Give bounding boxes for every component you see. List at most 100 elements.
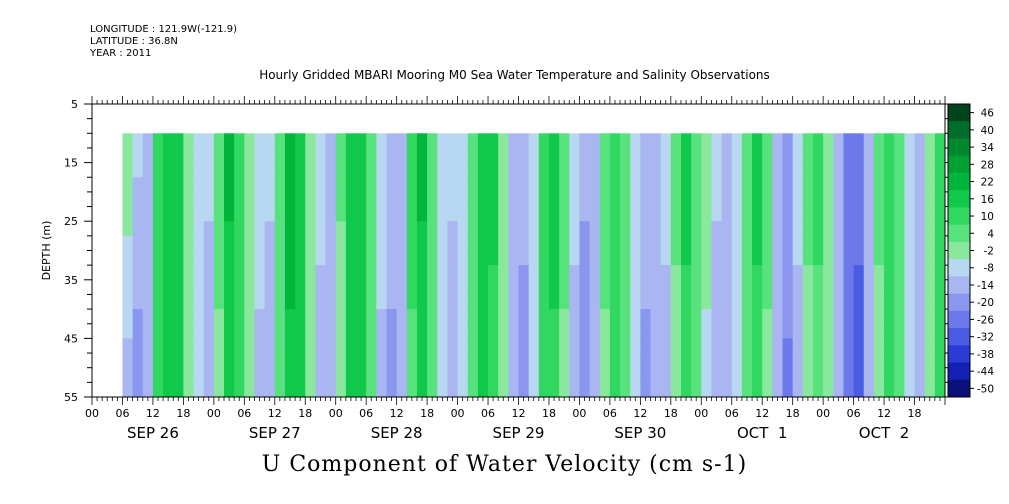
- heatmap-cell: [660, 133, 672, 149]
- heatmap-cell: [660, 338, 672, 354]
- heatmap-cell: [457, 250, 469, 266]
- heatmap-cell: [538, 162, 550, 178]
- heatmap-cell: [274, 221, 286, 237]
- heatmap-cell: [163, 133, 174, 149]
- heatmap-cell: [843, 206, 855, 222]
- heatmap-cell: [772, 221, 784, 237]
- heatmap-cell: [579, 191, 591, 208]
- heatmap-cell: [244, 309, 255, 325]
- x-hour-label: 06: [359, 407, 373, 420]
- heatmap-cell: [508, 235, 519, 251]
- heatmap-cell: [843, 221, 855, 237]
- heatmap-cell: [670, 353, 682, 369]
- heatmap-cell: [924, 294, 936, 310]
- heatmap-cell: [670, 279, 682, 295]
- heatmap-cell: [386, 382, 398, 398]
- heatmap-cell: [670, 294, 682, 310]
- heatmap-cell: [305, 309, 316, 325]
- heatmap-cell: [518, 338, 530, 354]
- heatmap-cell: [904, 294, 916, 310]
- heatmap-cell: [579, 309, 591, 325]
- heatmap-cell: [488, 279, 499, 295]
- heatmap-cell: [193, 294, 205, 310]
- heatmap-cell: [934, 147, 946, 164]
- heatmap-cell: [792, 338, 804, 354]
- heatmap-cell: [173, 250, 184, 266]
- heatmap-cell: [295, 265, 306, 281]
- heatmap-cell: [305, 133, 316, 149]
- heatmap-cell: [853, 147, 865, 164]
- heatmap-cell: [183, 177, 195, 193]
- heatmap-cell: [254, 265, 266, 281]
- heatmap-cell: [894, 177, 905, 193]
- heatmap-cell: [264, 279, 276, 295]
- heatmap-cell: [142, 206, 154, 222]
- heatmap-cell: [467, 265, 479, 281]
- heatmap-cell: [193, 191, 205, 208]
- heatmap-cell: [762, 265, 773, 281]
- heatmap-cell: [650, 235, 662, 251]
- heatmap-cell: [305, 279, 316, 295]
- heatmap-cell: [244, 177, 255, 193]
- x-day-label: SEP 30: [614, 424, 666, 442]
- heatmap-cell: [843, 367, 855, 383]
- heatmap-cell: [680, 133, 692, 149]
- heatmap-cell: [802, 338, 814, 354]
- heatmap-cell: [254, 221, 266, 237]
- heatmap-cell: [630, 250, 641, 266]
- x-hour-label: 12: [268, 407, 282, 420]
- heatmap-cell: [731, 309, 743, 325]
- heatmap-cell: [782, 235, 794, 251]
- heatmap-cell: [559, 294, 570, 310]
- heatmap-cell: [802, 235, 814, 251]
- heatmap-cell: [782, 221, 794, 237]
- heatmap-cell: [548, 147, 560, 164]
- heatmap-cell: [396, 177, 408, 193]
- x-day-label: SEP 26: [127, 424, 179, 442]
- heatmap-cell: [660, 221, 672, 237]
- heatmap-cell: [691, 353, 702, 369]
- x-hour-label: 00: [451, 407, 465, 420]
- heatmap-cell: [620, 206, 631, 222]
- heatmap-cell: [894, 250, 905, 266]
- heatmap-cell: [132, 177, 144, 193]
- heatmap-cell: [680, 191, 692, 208]
- heatmap-cell: [691, 250, 702, 266]
- heatmap-cell: [345, 235, 357, 251]
- heatmap-cell: [163, 353, 174, 369]
- heatmap-cell: [315, 162, 327, 178]
- heatmap-cell: [345, 177, 357, 193]
- heatmap-cell: [873, 382, 885, 398]
- heatmap-cell: [488, 382, 499, 398]
- heatmap-cell: [701, 235, 712, 251]
- heatmap-cell: [416, 279, 428, 295]
- heatmap-cell: [213, 133, 225, 149]
- heatmap-cell: [305, 177, 316, 193]
- heatmap-cell: [325, 191, 337, 208]
- heatmap-cell: [752, 279, 763, 295]
- heatmap-cell: [833, 250, 844, 266]
- heatmap-cell: [721, 250, 733, 266]
- heatmap-cell: [863, 133, 875, 149]
- heatmap-cell: [396, 147, 408, 164]
- heatmap-cell: [213, 338, 225, 354]
- heatmap-cell: [934, 353, 946, 369]
- heatmap-cell: [772, 206, 784, 222]
- x-hour-label: 00: [329, 407, 343, 420]
- heatmap-cell: [345, 367, 357, 383]
- heatmap-cell: [122, 367, 134, 383]
- heatmap-cell: [741, 309, 753, 325]
- heatmap-cell: [447, 235, 459, 251]
- heatmap-cell: [447, 294, 459, 310]
- heatmap-cell: [772, 338, 784, 354]
- heatmap-cell: [213, 382, 225, 398]
- heatmap-cell: [325, 367, 337, 383]
- heatmap-cell: [782, 382, 794, 398]
- heatmap-cell: [670, 191, 682, 208]
- heatmap-cell: [356, 353, 367, 369]
- heatmap-cell: [244, 191, 255, 208]
- heatmap-cell: [457, 221, 469, 237]
- heatmap-cell: [406, 353, 418, 369]
- heatmap-cell: [559, 147, 570, 164]
- heatmap-cell: [609, 338, 621, 354]
